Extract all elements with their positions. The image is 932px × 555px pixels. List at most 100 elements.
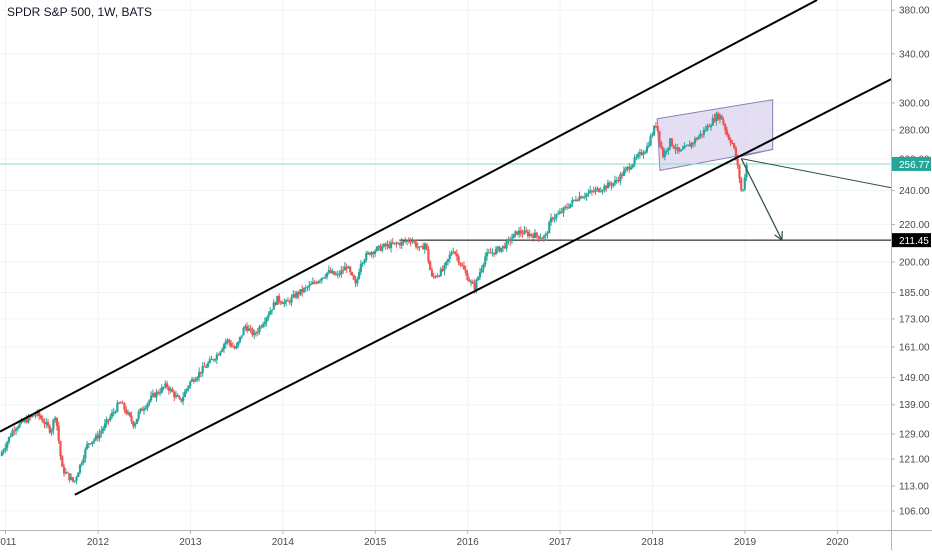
candle-body (535, 232, 538, 236)
candles (0, 111, 748, 485)
candle-body (11, 430, 14, 437)
y-tick-label: 340.00 (899, 49, 930, 60)
candle-body (427, 248, 430, 262)
candle-body (683, 146, 686, 149)
candle-body (30, 415, 34, 417)
candle-body (459, 262, 462, 265)
candle-body (587, 192, 590, 194)
candle-body (599, 191, 602, 193)
candle-body (485, 252, 489, 257)
target-price-label: 211.45 (899, 236, 929, 247)
candle-body (308, 284, 311, 288)
y-tick-label: 149.00 (899, 373, 930, 384)
candle-body (480, 268, 483, 273)
candle-body (25, 419, 28, 423)
candle-body (697, 136, 700, 140)
candle-body (34, 414, 37, 416)
candle-body (482, 264, 485, 269)
candle-body (379, 245, 382, 251)
candle-body (455, 253, 458, 257)
candle-body (608, 182, 611, 185)
candle-body (450, 252, 453, 255)
candle-body (29, 416, 32, 418)
candle-body (270, 309, 274, 312)
x-tick-label: 2017 (549, 537, 572, 548)
candle-body (578, 196, 581, 201)
candle-body (741, 189, 745, 191)
candle-body (564, 206, 567, 208)
candle-body (461, 264, 464, 266)
candle-body (356, 278, 359, 284)
candle-body (128, 412, 131, 416)
candle-body (717, 113, 720, 120)
candle-body (635, 157, 638, 159)
candle-body (708, 125, 711, 128)
candle-body (22, 420, 25, 422)
candle-body (119, 402, 123, 404)
candle-body (325, 272, 329, 277)
candle-body (542, 235, 546, 238)
y-tick-label: 129.00 (899, 430, 930, 441)
candle-body (150, 395, 153, 401)
candle-body (597, 188, 601, 192)
candle-body (647, 145, 650, 147)
candle-body (2, 450, 5, 453)
candle-body (224, 341, 227, 345)
candle-body (14, 429, 18, 431)
candle-body (557, 213, 560, 215)
candle-body (393, 242, 396, 244)
candle-body (336, 273, 339, 275)
candle-body (389, 242, 393, 248)
candle-body (162, 387, 165, 389)
candle-body (290, 297, 293, 303)
candle-body (359, 263, 362, 273)
candle-body (457, 256, 460, 263)
candle-body (59, 441, 62, 457)
candle-body (169, 388, 172, 391)
candle-body (429, 261, 432, 270)
candle-body (93, 439, 96, 442)
y-tick-label: 220.00 (899, 220, 930, 231)
candle-body (114, 411, 117, 413)
y-tick-label: 121.00 (899, 455, 930, 466)
candle-body (519, 230, 522, 234)
candle-body (722, 119, 725, 125)
candle-body (178, 396, 181, 399)
candle-body (709, 125, 713, 128)
candle-body (621, 174, 624, 176)
candle-body (414, 241, 418, 247)
candle-body (334, 274, 338, 276)
candle-body (212, 359, 215, 361)
candle-body (102, 428, 105, 431)
candle-body (365, 253, 368, 261)
candle-body (333, 271, 336, 275)
wedge-midline (740, 148, 773, 158)
candle-body (251, 328, 254, 335)
candle-body (148, 400, 151, 404)
candle-body (240, 335, 243, 337)
candle-body (471, 281, 474, 284)
candle-body (139, 408, 142, 412)
channel-lower-line (74, 78, 891, 496)
x-tick-label: 2020 (826, 537, 849, 548)
candle-body (626, 166, 629, 169)
candle-body (462, 265, 466, 270)
candle-body (196, 377, 199, 380)
candle-body (610, 184, 613, 186)
x-tick-label: 2015 (364, 537, 387, 548)
candle-body (510, 238, 514, 242)
candle-body (198, 371, 201, 378)
candle-body (20, 420, 23, 424)
arrow-flat-line (741, 158, 891, 189)
candle-body (498, 246, 501, 252)
candle-body (45, 422, 48, 425)
candle-body (517, 230, 521, 235)
candle-body (341, 270, 345, 272)
candle-body (690, 142, 693, 147)
candle-body (121, 402, 124, 404)
current-price-label-bg (892, 156, 931, 171)
candle-body (171, 388, 174, 392)
candle-body (315, 282, 318, 284)
candle-body (6, 442, 9, 448)
candle-body (439, 268, 442, 277)
